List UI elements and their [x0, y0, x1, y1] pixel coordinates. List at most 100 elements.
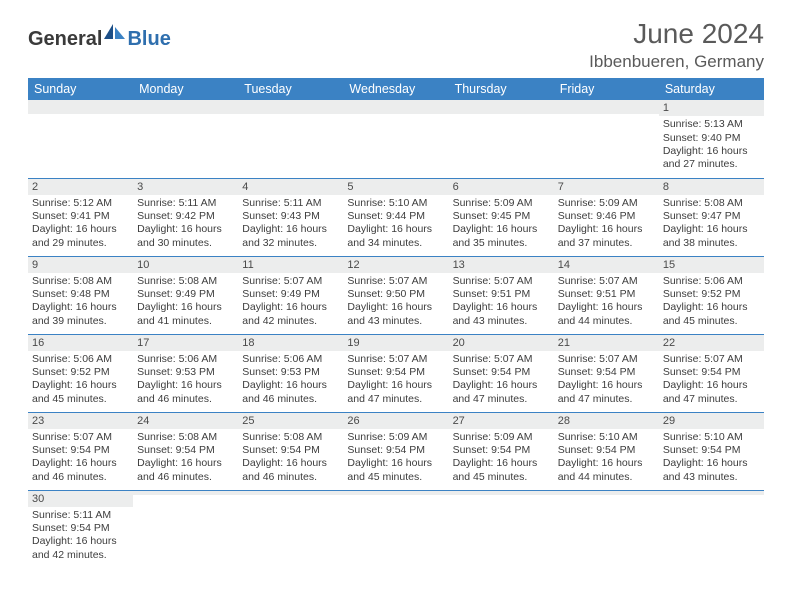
- day-number: 1: [659, 100, 764, 116]
- day-number: 8: [659, 179, 764, 195]
- calendar-cell: [343, 490, 448, 568]
- daylight-text: Daylight: 16 hours and 43 minutes.: [347, 301, 444, 328]
- daylight-text: Daylight: 16 hours and 45 minutes.: [32, 379, 129, 406]
- sunset-text: Sunset: 9:54 PM: [558, 366, 655, 379]
- day-number: 30: [28, 491, 133, 507]
- sunrise-text: Sunrise: 5:06 AM: [32, 353, 129, 366]
- daylight-text: Daylight: 16 hours and 44 minutes.: [558, 457, 655, 484]
- day-details: Sunrise: 5:10 AMSunset: 9:44 PMDaylight:…: [343, 195, 448, 254]
- sunrise-text: Sunrise: 5:08 AM: [663, 197, 760, 210]
- sunset-text: Sunset: 9:49 PM: [242, 288, 339, 301]
- sunset-text: Sunset: 9:53 PM: [137, 366, 234, 379]
- month-title: June 2024: [589, 18, 764, 50]
- calendar-cell: 2 Sunrise: 5:12 AMSunset: 9:41 PMDaylight…: [28, 178, 133, 256]
- weekday-header: Sunday: [28, 78, 133, 100]
- daylight-text: Daylight: 16 hours and 43 minutes.: [453, 301, 550, 328]
- sunset-text: Sunset: 9:54 PM: [347, 366, 444, 379]
- calendar-cell: 5Sunrise: 5:10 AMSunset: 9:44 PMDaylight…: [343, 178, 448, 256]
- calendar-cell: 16Sunrise: 5:06 AMSunset: 9:52 PMDayligh…: [28, 334, 133, 412]
- day-number: 15: [659, 257, 764, 273]
- day-number: 23: [28, 413, 133, 429]
- day-details: Sunrise: 5:06 AMSunset: 9:52 PMDaylight:…: [28, 351, 133, 410]
- sunrise-text: Sunrise: 5:07 AM: [558, 275, 655, 288]
- day-number: 4: [238, 179, 343, 195]
- calendar-cell: 3Sunrise: 5:11 AMSunset: 9:42 PMDaylight…: [133, 178, 238, 256]
- calendar-cell: [238, 490, 343, 568]
- calendar-cell: 6Sunrise: 5:09 AMSunset: 9:45 PMDaylight…: [449, 178, 554, 256]
- day-number: [133, 100, 238, 114]
- day-details: Sunrise: 5:13 AMSunset: 9:40 PMDaylight:…: [659, 116, 764, 175]
- day-number: 27: [449, 413, 554, 429]
- daylight-text: Daylight: 16 hours and 46 minutes.: [242, 379, 339, 406]
- sunset-text: Sunset: 9:52 PM: [663, 288, 760, 301]
- calendar-cell: 28Sunrise: 5:10 AMSunset: 9:54 PMDayligh…: [554, 412, 659, 490]
- calendar-cell: [554, 490, 659, 568]
- weekday-header: Monday: [133, 78, 238, 100]
- daylight-text: Daylight: 16 hours and 47 minutes.: [663, 379, 760, 406]
- calendar-cell: [28, 100, 133, 178]
- sail-icon: [104, 24, 126, 45]
- daylight-text: Daylight: 16 hours and 34 minutes.: [347, 223, 444, 250]
- day-details: Sunrise: 5:11 AMSunset: 9:42 PMDaylight:…: [133, 195, 238, 254]
- calendar-cell: [554, 100, 659, 178]
- sunrise-text: Sunrise: 5:12 AM: [32, 197, 129, 210]
- day-details: Sunrise: 5:07 AMSunset: 9:54 PMDaylight:…: [28, 429, 133, 488]
- day-details: Sunrise: 5:07 AMSunset: 9:51 PMDaylight:…: [449, 273, 554, 332]
- location: Ibbenbueren, Germany: [589, 52, 764, 72]
- weekday-header: Thursday: [449, 78, 554, 100]
- daylight-text: Daylight: 16 hours and 46 minutes.: [242, 457, 339, 484]
- day-details: Sunrise: 5:07 AMSunset: 9:54 PMDaylight:…: [554, 351, 659, 410]
- day-number: 29: [659, 413, 764, 429]
- sunset-text: Sunset: 9:42 PM: [137, 210, 234, 223]
- calendar-cell: 15Sunrise: 5:06 AMSunset: 9:52 PMDayligh…: [659, 256, 764, 334]
- day-number: [554, 491, 659, 495]
- daylight-text: Daylight: 16 hours and 45 minutes.: [663, 301, 760, 328]
- weekday-header: Wednesday: [343, 78, 448, 100]
- sunset-text: Sunset: 9:54 PM: [663, 444, 760, 457]
- weekday-header: Friday: [554, 78, 659, 100]
- daylight-text: Daylight: 16 hours and 29 minutes.: [32, 223, 129, 250]
- daylight-text: Daylight: 16 hours and 37 minutes.: [558, 223, 655, 250]
- day-number: 14: [554, 257, 659, 273]
- day-number: 16: [28, 335, 133, 351]
- sunrise-text: Sunrise: 5:07 AM: [242, 275, 339, 288]
- calendar-cell: 18Sunrise: 5:06 AMSunset: 9:53 PMDayligh…: [238, 334, 343, 412]
- day-details: Sunrise: 5:10 AMSunset: 9:54 PMDaylight:…: [659, 429, 764, 488]
- sunset-text: Sunset: 9:48 PM: [32, 288, 129, 301]
- calendar-cell: 10Sunrise: 5:08 AMSunset: 9:49 PMDayligh…: [133, 256, 238, 334]
- day-details: Sunrise: 5:07 AMSunset: 9:50 PMDaylight:…: [343, 273, 448, 332]
- sunset-text: Sunset: 9:54 PM: [453, 366, 550, 379]
- sunset-text: Sunset: 9:51 PM: [453, 288, 550, 301]
- day-details: Sunrise: 5:08 AMSunset: 9:54 PMDaylight:…: [238, 429, 343, 488]
- logo-text-general: General: [28, 28, 102, 51]
- calendar-cell: [343, 100, 448, 178]
- day-details: Sunrise: 5:09 AMSunset: 9:46 PMDaylight:…: [554, 195, 659, 254]
- logo-text-blue: Blue: [127, 28, 170, 51]
- day-number: 19: [343, 335, 448, 351]
- calendar-cell: [133, 100, 238, 178]
- day-number: 5: [343, 179, 448, 195]
- day-number: [343, 491, 448, 495]
- day-number: 7: [554, 179, 659, 195]
- sunset-text: Sunset: 9:45 PM: [453, 210, 550, 223]
- day-number: 25: [238, 413, 343, 429]
- daylight-text: Daylight: 16 hours and 39 minutes.: [32, 301, 129, 328]
- sunset-text: Sunset: 9:54 PM: [347, 444, 444, 457]
- sunset-text: Sunset: 9:54 PM: [137, 444, 234, 457]
- day-number: [449, 491, 554, 495]
- sunrise-text: Sunrise: 5:10 AM: [558, 431, 655, 444]
- day-number: 21: [554, 335, 659, 351]
- daylight-text: Daylight: 16 hours and 42 minutes.: [242, 301, 339, 328]
- sunset-text: Sunset: 9:41 PM: [32, 210, 129, 223]
- day-details: Sunrise: 5:08 AMSunset: 9:49 PMDaylight:…: [133, 273, 238, 332]
- calendar-row: 9Sunrise: 5:08 AMSunset: 9:48 PMDaylight…: [28, 256, 764, 334]
- sunrise-text: Sunrise: 5:11 AM: [32, 509, 129, 522]
- day-details: Sunrise: 5:09 AMSunset: 9:45 PMDaylight:…: [449, 195, 554, 254]
- daylight-text: Daylight: 16 hours and 47 minutes.: [453, 379, 550, 406]
- day-details: Sunrise: 5:06 AMSunset: 9:53 PMDaylight:…: [133, 351, 238, 410]
- calendar-table: Sunday Monday Tuesday Wednesday Thursday…: [28, 78, 764, 568]
- sunset-text: Sunset: 9:40 PM: [663, 132, 760, 145]
- day-details: Sunrise: 5:08 AMSunset: 9:47 PMDaylight:…: [659, 195, 764, 254]
- day-number: 2: [28, 179, 133, 195]
- day-number: [28, 100, 133, 114]
